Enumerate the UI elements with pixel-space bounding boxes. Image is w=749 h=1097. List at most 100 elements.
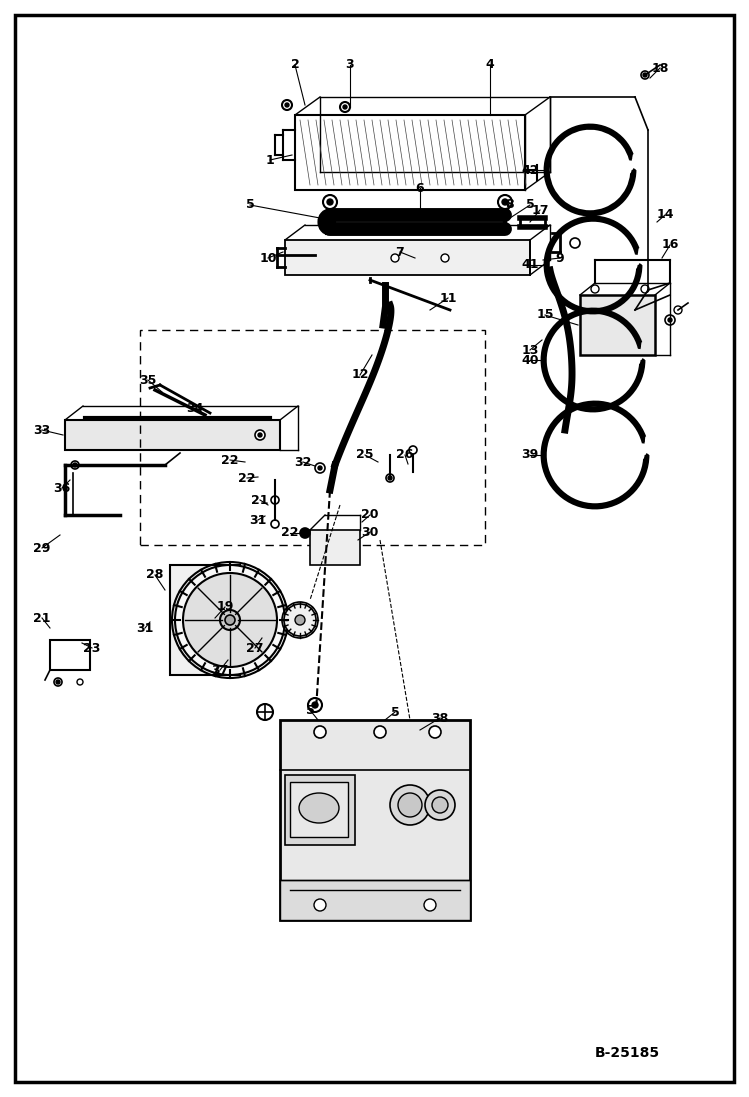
Circle shape — [271, 496, 279, 504]
Circle shape — [71, 461, 79, 470]
Bar — [290, 782, 348, 837]
Text: 5: 5 — [306, 703, 315, 716]
Circle shape — [318, 466, 322, 470]
Circle shape — [315, 463, 325, 473]
Circle shape — [441, 255, 449, 262]
Bar — [580, 295, 655, 355]
Text: 30: 30 — [361, 525, 379, 539]
Text: 28: 28 — [146, 568, 164, 581]
Text: 2: 2 — [291, 58, 300, 71]
Text: 7: 7 — [395, 246, 404, 259]
Circle shape — [300, 528, 310, 538]
Text: 25: 25 — [357, 449, 374, 462]
Text: 27: 27 — [246, 642, 264, 655]
Text: 39: 39 — [521, 449, 539, 462]
Text: 32: 32 — [294, 455, 312, 468]
Text: 41: 41 — [521, 259, 539, 271]
Circle shape — [390, 785, 430, 825]
Circle shape — [391, 255, 399, 262]
Circle shape — [398, 793, 422, 817]
Text: 18: 18 — [652, 61, 669, 75]
Text: 23: 23 — [83, 642, 100, 655]
Text: 21: 21 — [33, 611, 51, 624]
Text: 42: 42 — [521, 163, 539, 177]
Text: 12: 12 — [351, 369, 369, 382]
Text: 16: 16 — [661, 238, 679, 251]
Text: 15: 15 — [536, 308, 554, 321]
Bar — [285, 774, 355, 845]
Text: 21: 21 — [251, 494, 269, 507]
Bar — [295, 115, 525, 190]
Circle shape — [343, 105, 347, 109]
Text: 4: 4 — [485, 58, 494, 71]
Text: 1: 1 — [266, 154, 274, 167]
Circle shape — [374, 726, 386, 738]
Text: 6: 6 — [416, 181, 425, 194]
Text: 22: 22 — [238, 472, 255, 485]
Text: 20: 20 — [361, 509, 379, 521]
Text: 11: 11 — [439, 292, 457, 305]
Circle shape — [225, 615, 235, 625]
Circle shape — [314, 726, 326, 738]
Circle shape — [425, 790, 455, 819]
Bar — [280, 880, 470, 920]
Text: 5: 5 — [246, 199, 255, 212]
Circle shape — [271, 520, 279, 528]
Text: 17: 17 — [531, 204, 549, 216]
Bar — [310, 530, 360, 565]
Circle shape — [285, 103, 289, 108]
Circle shape — [257, 704, 273, 720]
Bar — [280, 720, 470, 920]
Circle shape — [282, 100, 292, 110]
Circle shape — [255, 430, 265, 440]
Circle shape — [643, 73, 647, 77]
Circle shape — [77, 679, 83, 685]
Text: 34: 34 — [187, 402, 204, 415]
Circle shape — [175, 565, 285, 675]
Ellipse shape — [299, 793, 339, 823]
Text: 26: 26 — [396, 449, 413, 462]
Circle shape — [432, 798, 448, 813]
Text: 5: 5 — [391, 705, 399, 719]
Bar — [170, 565, 240, 675]
Circle shape — [323, 195, 337, 210]
Text: 5: 5 — [526, 199, 534, 212]
Circle shape — [674, 306, 682, 314]
Circle shape — [502, 199, 508, 205]
Circle shape — [570, 238, 580, 248]
Circle shape — [258, 433, 262, 437]
Circle shape — [183, 573, 277, 667]
Text: 33: 33 — [34, 423, 51, 437]
Text: 13: 13 — [521, 343, 539, 357]
Text: 22: 22 — [221, 453, 239, 466]
Text: 29: 29 — [33, 542, 51, 554]
Text: 3: 3 — [346, 58, 354, 71]
Circle shape — [668, 318, 672, 323]
Circle shape — [340, 102, 350, 112]
Circle shape — [295, 615, 305, 625]
Bar — [50, 640, 90, 670]
Circle shape — [314, 900, 326, 911]
Text: 22: 22 — [282, 527, 299, 540]
Text: 40: 40 — [521, 353, 539, 366]
Text: 37: 37 — [211, 664, 228, 677]
Circle shape — [424, 900, 436, 911]
Circle shape — [312, 702, 318, 708]
Bar — [140, 330, 485, 545]
Circle shape — [591, 285, 599, 293]
Circle shape — [327, 199, 333, 205]
Circle shape — [56, 680, 60, 685]
Circle shape — [284, 604, 316, 636]
Text: 14: 14 — [656, 208, 674, 222]
Circle shape — [308, 698, 322, 712]
Circle shape — [641, 285, 649, 293]
Text: 38: 38 — [431, 712, 449, 724]
Circle shape — [641, 71, 649, 79]
Circle shape — [409, 446, 417, 454]
Circle shape — [498, 195, 512, 210]
Circle shape — [388, 476, 392, 480]
Text: B-25185: B-25185 — [595, 1047, 660, 1060]
Text: 31: 31 — [136, 622, 154, 634]
Circle shape — [429, 726, 441, 738]
Text: 9: 9 — [556, 251, 564, 264]
